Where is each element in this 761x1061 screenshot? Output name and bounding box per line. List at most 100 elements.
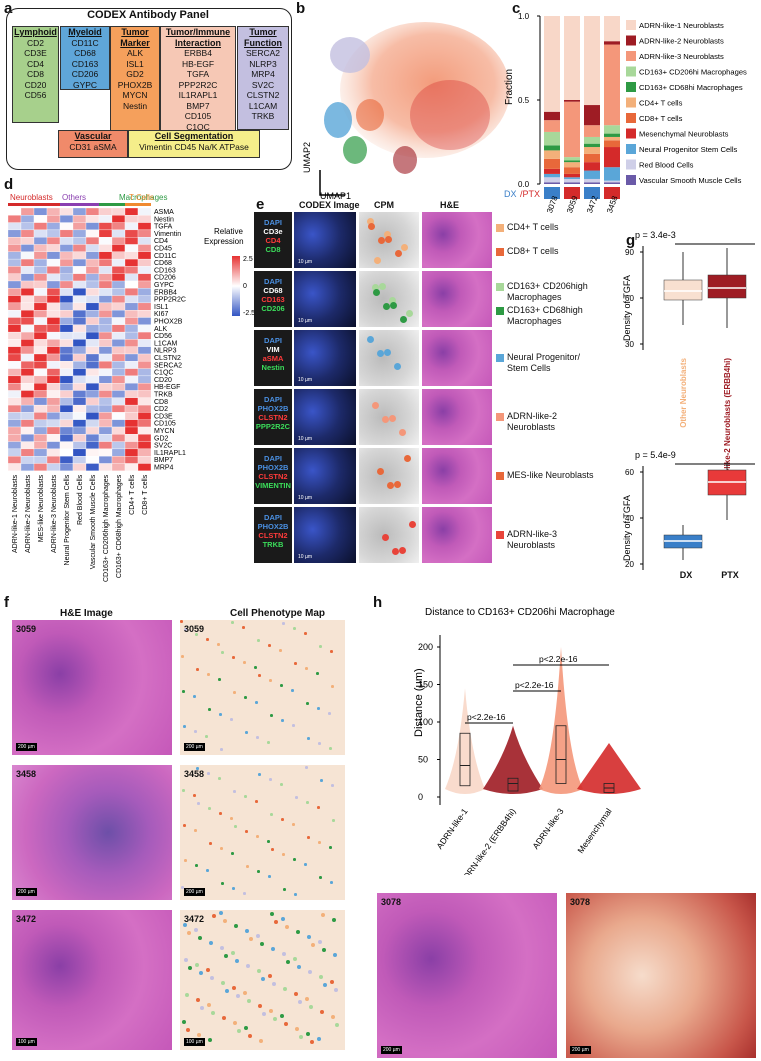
e-cpm-dot xyxy=(377,350,384,357)
f-cpm-dot xyxy=(259,1039,263,1043)
d-heatmap-cell xyxy=(98,237,113,245)
d-heatmap-cell xyxy=(72,434,87,442)
f-cpm-dot xyxy=(307,737,310,740)
d-heatmap-cell xyxy=(124,383,139,391)
f-cpm-dot xyxy=(291,689,294,692)
d-row-label: ALK xyxy=(154,326,168,333)
c-bar-segment xyxy=(584,178,600,183)
d-heatmap-cell xyxy=(137,324,152,333)
antibody-marker: MRP4 xyxy=(251,69,275,79)
d-heatmap-cell xyxy=(111,397,126,406)
d-heatmap-cell xyxy=(98,448,113,457)
panel-letter-g: g xyxy=(626,232,636,249)
f-cpm-dot xyxy=(283,888,286,891)
d-heatmap-cell xyxy=(72,251,87,260)
e-scalebar: 10 µm xyxy=(298,495,312,501)
d-heatmap-cell xyxy=(59,280,74,289)
antibody-marker: CD3E xyxy=(24,48,47,58)
d-heatmap-cell xyxy=(85,353,100,362)
d-heatmap-cell xyxy=(33,222,48,231)
e-scalebar: 10 µm xyxy=(298,318,312,324)
c-legend-swatch xyxy=(626,35,636,46)
antibody-marker: C1QC xyxy=(186,121,210,132)
f-cpm-dot xyxy=(298,1000,302,1004)
d-col-label: CD163+ CD68high Macrophages xyxy=(116,474,123,578)
e-cpm-dot xyxy=(378,237,385,244)
e-cpm-dot xyxy=(384,231,391,238)
d-heatmap-cell xyxy=(20,229,35,238)
h-title: Distance to CD163+ CD206hi Macrophage xyxy=(425,607,615,618)
f-scalebar: 200 µm xyxy=(184,888,205,896)
f-cpm-dot xyxy=(294,662,297,665)
d-heatmap-cell xyxy=(124,215,139,223)
d-heatmap-cell xyxy=(20,317,35,325)
e-header: CODEX Image xyxy=(299,200,360,210)
f-cpm-dot xyxy=(230,718,233,721)
d-heatmap-cell xyxy=(20,251,35,260)
d-heatmap-cell xyxy=(59,361,74,369)
cell-phenotype-header: Cell Phenotype Map xyxy=(230,608,326,619)
d-heatmap-cell xyxy=(59,463,74,471)
e-marker-label-box: DAPI VIM aSMA Nestin xyxy=(254,330,292,386)
c-bar-segment xyxy=(544,158,560,169)
f-cpm-dot xyxy=(281,719,284,722)
h-violin xyxy=(445,688,485,794)
d-heatmap-cell xyxy=(98,331,113,340)
antibody-marker: Nestin xyxy=(122,100,148,111)
antibody-marker: SERCA2 xyxy=(245,48,280,58)
d-heatmap-cell xyxy=(33,383,48,391)
h-inner-box xyxy=(507,777,519,792)
f-cpm-dot xyxy=(297,965,301,969)
d-heatmap-cell xyxy=(98,222,113,231)
e-cpm-image xyxy=(359,271,419,327)
d-heatmap-cell xyxy=(98,310,113,318)
f-cpm-dot xyxy=(318,742,321,745)
c-bar-segment xyxy=(564,100,580,102)
d-row-label: CD68 xyxy=(154,260,172,267)
d-heatmap-cell xyxy=(137,280,152,289)
d-row-label: SV2C xyxy=(154,443,172,450)
antibody-marker: Vimentin CD45 Na/K ATPase xyxy=(139,141,249,152)
f-cpm-dot xyxy=(258,674,261,677)
d-heatmap-cell xyxy=(33,280,48,289)
e-cpm-dot xyxy=(367,218,374,225)
d-heatmap-cell xyxy=(85,456,100,464)
d-heatmap-cell xyxy=(85,448,100,457)
d-heatmap-cell xyxy=(111,215,126,223)
f-cpm-dot xyxy=(330,650,333,653)
f-cpm-dot xyxy=(321,913,325,917)
d-heatmap-cell xyxy=(111,456,126,464)
c-treatment-tile xyxy=(604,187,620,199)
antibody-marker: CD11C xyxy=(71,37,99,48)
e-codex-image: 10 µm xyxy=(294,507,356,563)
f-cpm-dot xyxy=(271,947,275,951)
f-cpm-dot xyxy=(332,918,336,922)
d-heatmap-cell xyxy=(98,368,113,377)
d-heatmap-cell xyxy=(46,310,61,318)
f-cpm-dot xyxy=(318,841,321,844)
e-codex-image: 10 µm xyxy=(294,389,356,445)
d-row-label: CD2 xyxy=(154,406,168,413)
d-heatmap-cell xyxy=(72,419,87,428)
antibody-marker: CD163 xyxy=(71,58,99,69)
d-heatmap-cell xyxy=(111,295,126,304)
c-ylabel: Fraction xyxy=(504,69,515,105)
h-xtick-label: ADRN-like-3 xyxy=(530,806,565,851)
d-heatmap-cell xyxy=(137,266,152,274)
f-cpm-dot xyxy=(295,796,298,799)
d-heatmap-cell xyxy=(85,375,100,384)
distance-violin-plot: Distance to CD163+ CD206hi Macrophage 0 50… xyxy=(413,607,641,875)
d-heatmap-cell xyxy=(72,375,87,384)
d-heatmap-cell xyxy=(124,441,139,450)
f-cpm-dot xyxy=(273,1017,277,1021)
d-heatmap-cell xyxy=(137,237,152,245)
d-heatmap-cell xyxy=(98,346,113,355)
d-row-label: CD56 xyxy=(154,333,172,340)
f-cpm-dot xyxy=(243,892,246,895)
f-sample-label: 3059 xyxy=(16,624,37,634)
d-row-label: CD45 xyxy=(154,246,172,253)
e-cpm-dot xyxy=(406,310,413,317)
antibody-group-title: Tumor Marker xyxy=(120,27,150,48)
e-scalebar: 10 µm xyxy=(298,377,312,383)
